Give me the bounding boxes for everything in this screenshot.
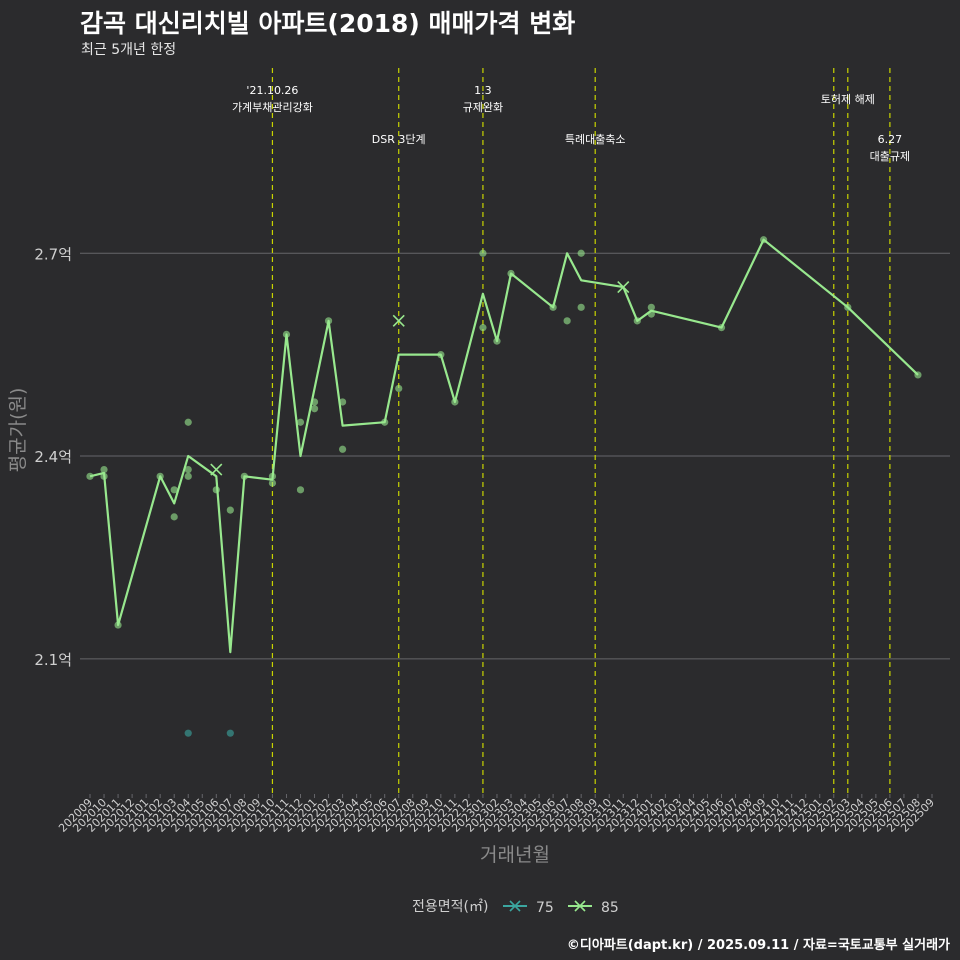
- series-75-point: [226, 729, 234, 737]
- x-axis-title: 거래년월: [480, 844, 550, 866]
- series-85-point: [437, 351, 445, 359]
- chart-title: 감곡 대신리치빌 아파트(2018) 매매가격 변화: [80, 9, 576, 38]
- series-85-point: [479, 249, 487, 257]
- y-tick-label: 2.1억: [34, 651, 72, 669]
- series-85-line: [89, 238, 919, 654]
- series-85-point: [717, 324, 726, 332]
- annotation-label: 대출규제: [870, 150, 910, 163]
- series-85-point: [577, 303, 585, 311]
- series-85-point: [268, 472, 277, 480]
- series-85-cross-marker: [210, 463, 223, 476]
- series-85-point: [493, 337, 501, 345]
- series-85-point: [549, 303, 557, 311]
- annotation-label: DSR 3단계: [372, 133, 426, 146]
- series-75-point: [184, 729, 192, 737]
- source-caption: ©디아파트(dapt.kr) / 2025.09.11 / 자료=국토교통부 실…: [566, 938, 950, 953]
- series-85-point: [507, 269, 515, 278]
- series-85-point: [296, 486, 305, 494]
- series-85-point: [100, 472, 108, 480]
- annotation-label: 토허제 해제: [821, 92, 875, 106]
- legend-label: 75: [536, 900, 554, 916]
- annotation-label: 6.27: [878, 133, 903, 146]
- annotation-label: 규제완화: [463, 101, 503, 114]
- series-85-point: [296, 418, 305, 426]
- legend-title: 전용면적(㎡): [412, 899, 488, 915]
- annotation-label: 1.3: [474, 84, 492, 97]
- series-85-point: [577, 249, 585, 257]
- series-85-cross-marker: [617, 280, 630, 294]
- chart-subtitle: 최근 5개년 한정: [81, 42, 177, 58]
- series-85-point: [647, 310, 655, 318]
- legend-label: 85: [601, 900, 619, 916]
- series-85-point: [156, 472, 164, 480]
- series-85-point: [170, 486, 178, 494]
- annotation-label: '21.10.26: [246, 84, 298, 97]
- series-85-point: [282, 330, 291, 338]
- series-85-point: [184, 418, 192, 426]
- series-85-point: [395, 384, 403, 393]
- series-85-point: [310, 405, 319, 413]
- series-85-point: [310, 398, 319, 406]
- series-85-point: [479, 324, 487, 332]
- series-85-point: [339, 445, 347, 453]
- series-85-point: [268, 479, 277, 487]
- series-85-point: [86, 472, 94, 480]
- series-85-point: [339, 398, 347, 406]
- series-85-point: [170, 513, 178, 521]
- series-85-point: [381, 418, 389, 426]
- series-85-point: [114, 621, 122, 629]
- series-85-point: [451, 398, 459, 406]
- series-85-point: [563, 317, 571, 325]
- series-85-point: [647, 303, 655, 311]
- series-85-point: [226, 506, 234, 514]
- series-85-cross-marker: [392, 314, 405, 327]
- annotation-label: 가계부채관리강화: [232, 101, 313, 114]
- series-85-point: [760, 236, 768, 244]
- y-axis-title: 평균가(원): [7, 388, 29, 473]
- legend-key-cross: [509, 900, 521, 912]
- y-tick-label: 2.4억: [34, 448, 72, 466]
- series-85-point: [633, 317, 641, 325]
- series-85-point: [184, 465, 192, 474]
- series-85-point: [212, 486, 220, 494]
- legend-key-cross: [574, 900, 586, 912]
- series-85-point: [100, 465, 108, 474]
- series-85-point: [184, 472, 192, 480]
- y-tick-label: 2.7억: [34, 245, 72, 263]
- series-85-point: [324, 317, 333, 325]
- series-85-point: [914, 371, 922, 379]
- annotation-label: 특례대출축소: [565, 133, 626, 146]
- series-85-point: [844, 303, 852, 311]
- series-85-point: [240, 472, 248, 480]
